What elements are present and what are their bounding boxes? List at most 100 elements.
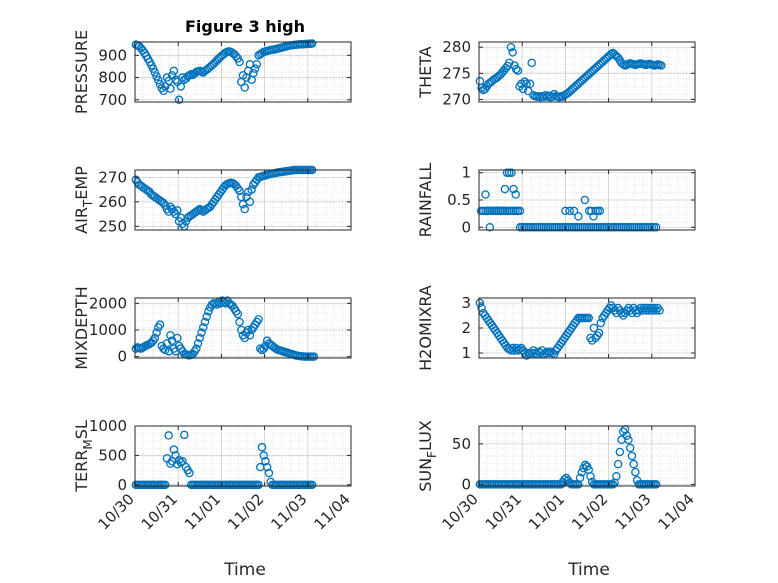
data-point <box>525 79 535 88</box>
y-axis-label-suffix: SL <box>72 420 91 439</box>
data-point <box>169 66 179 76</box>
y-tick-label: 1 <box>461 344 471 362</box>
y-tick-label: 275 <box>442 64 471 82</box>
y-tick-label: 800 <box>98 69 127 87</box>
data-point <box>655 306 664 315</box>
y-tick-label: 270 <box>442 90 471 108</box>
data-point <box>485 223 495 232</box>
data-point <box>584 313 593 323</box>
data-point <box>508 48 517 57</box>
y-axis-label: TERRMSL <box>72 420 95 493</box>
data-point <box>155 79 165 89</box>
y-tick-label: 1000 <box>89 417 127 435</box>
y-axis-label-main: TERR <box>72 450 91 493</box>
data-point <box>164 431 173 440</box>
y-tick-label: 270 <box>98 168 127 186</box>
data-point <box>249 68 258 78</box>
data-point <box>235 186 244 196</box>
data-point <box>613 459 623 469</box>
data-point <box>252 59 262 69</box>
data-point <box>254 480 263 490</box>
data-point <box>235 317 244 327</box>
data-point <box>159 198 168 208</box>
data-point <box>262 462 272 472</box>
data-point <box>580 195 590 205</box>
figure-title: Figure 3 high <box>185 17 305 36</box>
axes-box <box>134 169 352 231</box>
data-point <box>589 323 599 333</box>
axes-box <box>134 425 352 487</box>
y-axis-label: AIRTEMP <box>72 166 95 234</box>
data-point <box>174 95 184 105</box>
x-axis-label-right: Time <box>567 560 610 580</box>
y-tick-label: 3 <box>461 294 471 312</box>
data-point <box>204 307 213 316</box>
data-point <box>309 352 319 361</box>
data-point <box>615 447 625 457</box>
data-point <box>160 480 170 490</box>
data-point <box>594 328 604 338</box>
data-point <box>192 344 201 353</box>
data-point <box>651 223 661 232</box>
data-point <box>193 339 203 348</box>
data-point <box>657 61 666 70</box>
data-point <box>595 206 605 216</box>
data-point <box>176 82 186 91</box>
data-point <box>511 190 520 199</box>
data-point <box>596 318 606 328</box>
y-axis-label: H2OMIXRA <box>416 285 435 371</box>
data-point <box>477 83 486 93</box>
data-point <box>179 430 189 440</box>
subplot-h2omixra: 1 2 3 H2OMIXRA <box>416 285 696 371</box>
data-point <box>173 206 182 215</box>
data-point <box>240 204 249 214</box>
y-tick-label: 250 <box>98 217 127 235</box>
data-point <box>507 168 516 177</box>
data-point <box>233 309 243 319</box>
data-point <box>173 333 182 343</box>
data-point <box>169 445 179 454</box>
data-point <box>154 75 163 85</box>
data-point <box>481 190 490 199</box>
data-point <box>259 451 268 460</box>
data-point <box>197 328 206 337</box>
data-point <box>624 435 633 445</box>
data-point <box>555 93 564 102</box>
y-axis-label: SUNFLUX <box>416 420 439 492</box>
data-point <box>185 468 194 478</box>
data-point <box>651 480 661 489</box>
axes-box <box>478 41 696 103</box>
y-axis-label-main: AIR <box>72 207 91 234</box>
y-tick-label: 2000 <box>89 294 127 312</box>
data-point <box>240 83 249 92</box>
x-axis-label-left: Time <box>223 560 266 580</box>
data-point <box>515 206 525 216</box>
y-tick-label: 1000 <box>89 321 127 339</box>
y-axis-label-subscript: F <box>425 451 439 458</box>
y-tick-label: 1 <box>461 164 471 182</box>
data-point <box>513 66 523 75</box>
y-tick-label: 900 <box>98 46 127 64</box>
data-point <box>250 64 260 73</box>
subplot-pressure: 700 800 900 PRESSURE <box>72 30 352 114</box>
data-point <box>631 467 640 477</box>
y-tick-label: 2 <box>461 319 471 337</box>
data-point <box>166 84 175 93</box>
axes-box <box>134 297 352 359</box>
y-tick-label: 50 <box>452 435 471 453</box>
y-axis-label: MIXDEPTH <box>72 286 91 369</box>
data-point <box>627 451 637 461</box>
subplot-rainfall: 0 0.5 1 RAINFALL <box>416 163 696 237</box>
data-point <box>569 206 579 216</box>
y-tick-label: 500 <box>98 446 127 464</box>
data-point <box>185 71 194 80</box>
data-point <box>606 49 616 59</box>
y-tick-label: 260 <box>98 193 127 211</box>
y-tick-label: 0 <box>461 218 471 236</box>
data-point <box>254 315 263 324</box>
data-point <box>509 184 518 194</box>
y-tick-label: 0.5 <box>447 191 471 209</box>
data-point <box>565 206 574 216</box>
